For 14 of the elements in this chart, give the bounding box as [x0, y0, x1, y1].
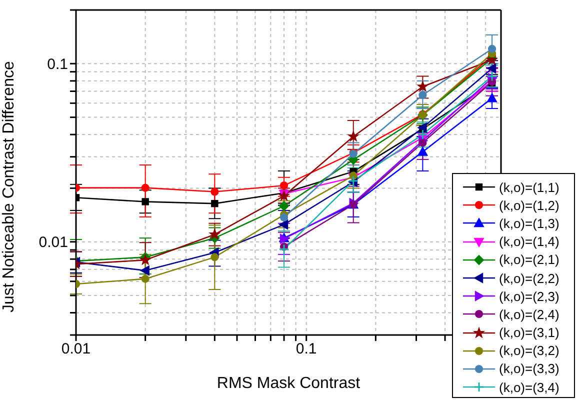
legend-label: (k,o)=(2,1)	[499, 252, 560, 268]
legend-label: (k,o)=(3,3)	[499, 361, 560, 376]
legend-label: (k,o)=(3,2)	[499, 343, 560, 358]
legend-label: (k,o)=(1,3)	[499, 216, 560, 231]
legend-label: (k,o)=(2,3)	[499, 288, 560, 304]
x-axis-title: RMS Mask Contrast	[216, 375, 361, 392]
y-axis-title: Just Noticeable Contrast Difference	[0, 61, 18, 312]
legend-label: (k,o)=(3,4)	[499, 380, 560, 395]
legend-label: (k,o)=(1,2)	[499, 198, 560, 213]
legend-label: (k,o)=(3,1)	[499, 325, 560, 340]
legend-label: (k,o)=(2,4)	[499, 306, 560, 322]
legend-label: (k,o)=(1,4)	[499, 234, 560, 250]
legend-label: (k,o)=(2,2)	[499, 270, 560, 286]
legend-label: (k,o)=(1,1)	[499, 180, 560, 195]
